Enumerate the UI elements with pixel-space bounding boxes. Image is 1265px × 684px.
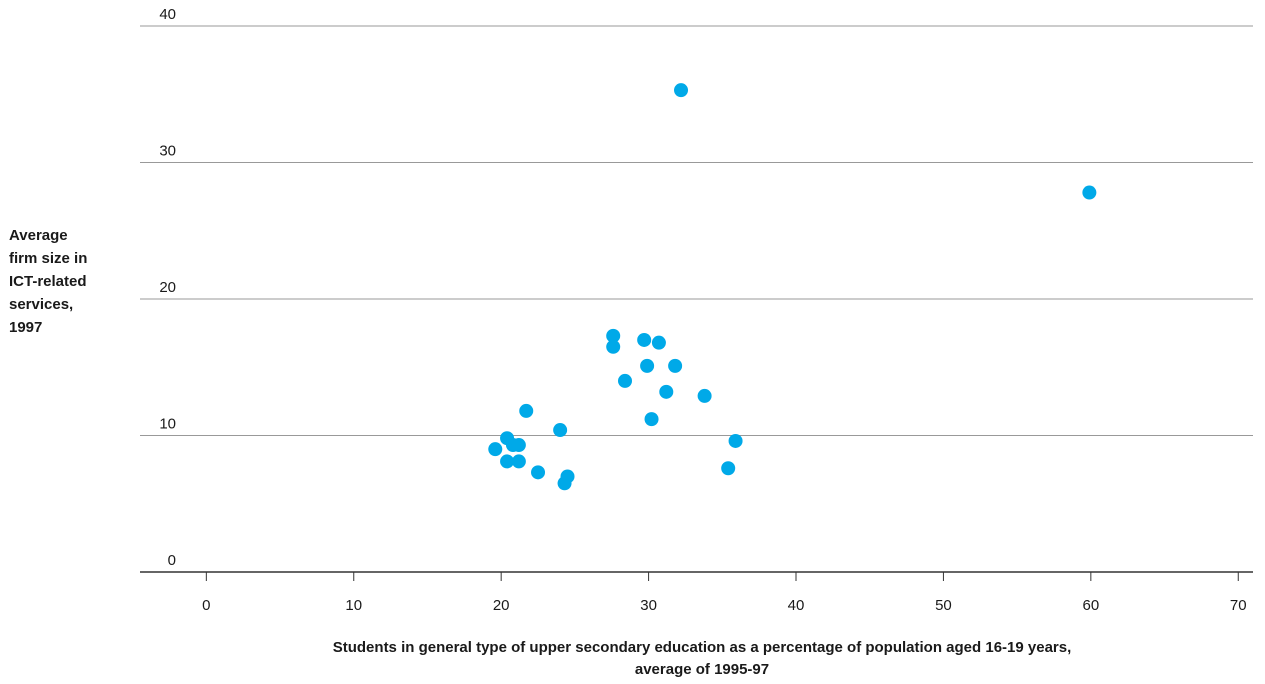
y-axis-title-line: Average xyxy=(9,227,68,244)
y-axis-title: Average firm size in ICT-related services, 1… xyxy=(9,227,87,336)
x-axis: 0 10 20 30 40 50 60 70 xyxy=(202,572,1247,614)
data-point xyxy=(553,423,568,438)
x-tick-label-40: 40 xyxy=(788,597,805,614)
data-point xyxy=(606,328,621,343)
y-tick-label-10: 10 xyxy=(159,416,176,433)
data-point xyxy=(511,438,526,453)
data-point xyxy=(1082,185,1097,200)
data-point xyxy=(637,332,652,347)
data-point xyxy=(659,384,674,399)
x-tick-label-70: 70 xyxy=(1230,597,1247,614)
data-point xyxy=(500,454,515,469)
y-tick-label-20: 20 xyxy=(159,279,176,296)
x-tick-label-0: 0 xyxy=(202,597,210,614)
data-point xyxy=(644,412,659,427)
x-tick-label-60: 60 xyxy=(1082,597,1099,614)
x-tick-label-50: 50 xyxy=(935,597,952,614)
y-tick-label-40: 40 xyxy=(159,6,176,23)
data-point xyxy=(511,454,526,469)
y-tick-label-0: 0 xyxy=(168,552,176,569)
x-axis-title-line: Students in general type of upper second… xyxy=(333,639,1072,656)
data-point xyxy=(697,388,712,403)
data-point xyxy=(560,469,575,484)
y-axis-title-line: services, xyxy=(9,296,73,313)
y-tick-label-30: 30 xyxy=(159,143,176,160)
data-point xyxy=(728,433,743,448)
data-point xyxy=(519,403,534,418)
data-point xyxy=(606,339,621,354)
data-points xyxy=(488,83,1097,491)
data-point xyxy=(640,358,655,373)
data-point xyxy=(674,83,689,98)
y-axis-title-line: 1997 xyxy=(9,319,42,336)
x-tick-label-10: 10 xyxy=(345,597,362,614)
y-tick-labels: 0 10 20 30 40 xyxy=(159,6,176,569)
x-axis-title-line: average of 1995-97 xyxy=(635,661,769,678)
y-axis-title-line: firm size in xyxy=(9,250,87,267)
data-point xyxy=(531,465,546,480)
data-point xyxy=(721,461,736,476)
data-point xyxy=(618,373,633,388)
x-tick-label-20: 20 xyxy=(493,597,510,614)
y-axis-title-line: ICT-related xyxy=(9,273,87,290)
x-axis-title: Students in general type of upper second… xyxy=(333,639,1072,678)
data-point xyxy=(651,335,666,350)
data-point xyxy=(488,442,503,457)
data-point xyxy=(668,358,683,373)
x-tick-label-30: 30 xyxy=(640,597,657,614)
gridlines xyxy=(140,25,1253,573)
